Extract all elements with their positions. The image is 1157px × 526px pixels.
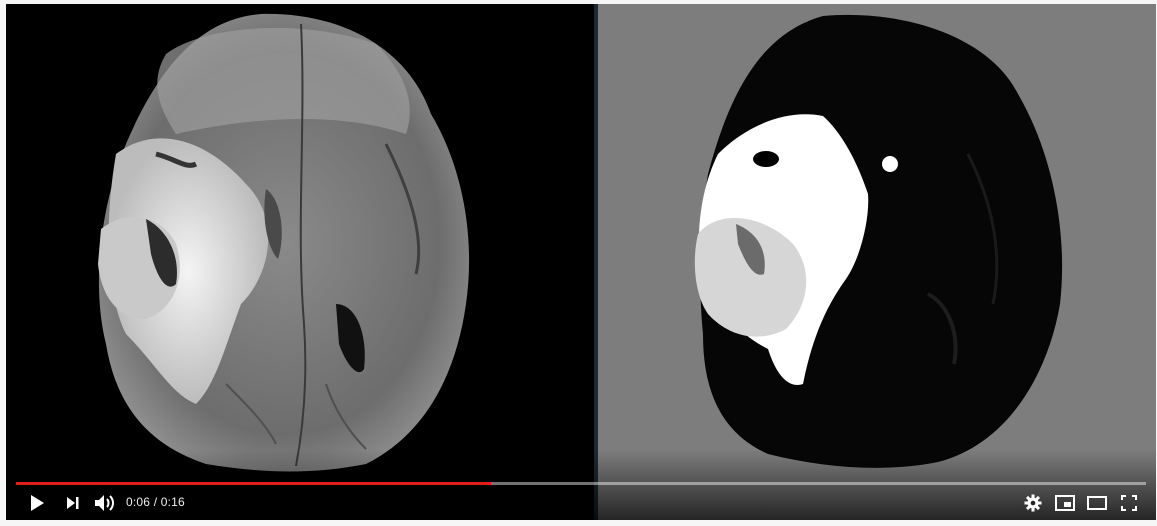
video-player[interactable]: 0:06 / 0:16 xyxy=(6,4,1156,520)
fullscreen-button[interactable] xyxy=(1116,490,1142,516)
time-display: 0:06 / 0:16 xyxy=(126,495,185,509)
play-button[interactable] xyxy=(24,490,50,516)
miniplayer-button[interactable] xyxy=(1052,490,1078,516)
play-icon xyxy=(31,495,44,511)
miniplayer-icon xyxy=(1055,495,1075,511)
theater-mode-button[interactable] xyxy=(1084,490,1110,516)
settings-button[interactable] xyxy=(1020,490,1046,516)
controls-gradient xyxy=(6,450,1156,520)
progress-played xyxy=(16,482,491,485)
duration: 0:16 xyxy=(160,495,185,509)
player-controls: 0:06 / 0:16 xyxy=(6,486,1156,520)
fullscreen-icon xyxy=(1121,495,1137,511)
settings-gear-icon xyxy=(1024,494,1042,512)
next-icon xyxy=(67,497,79,509)
video-frame-left-mri xyxy=(6,4,594,520)
progress-bar[interactable] xyxy=(16,482,1146,485)
current-time: 0:06 xyxy=(126,495,151,509)
volume-button[interactable] xyxy=(92,490,118,516)
volume-icon xyxy=(95,495,114,511)
time-separator: / xyxy=(150,495,161,509)
brain-mri-scan xyxy=(98,13,470,472)
tumor-segmentation-map xyxy=(694,14,1063,468)
theater-mode-icon xyxy=(1087,496,1107,510)
next-button[interactable] xyxy=(60,490,86,516)
video-frame-right-segmentation xyxy=(598,4,1156,520)
panel-divider xyxy=(594,4,598,520)
